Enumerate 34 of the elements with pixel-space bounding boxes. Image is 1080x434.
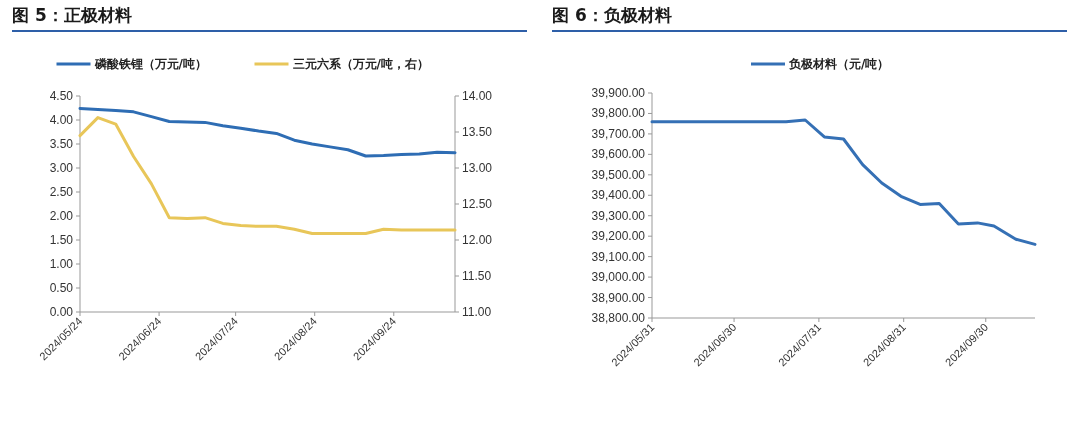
y2-tick-label: 11.00 — [462, 305, 492, 319]
legend-label: 磷酸铁锂（万元/吨） — [93, 57, 207, 71]
y-tick-label: 39,400.00 — [591, 188, 646, 203]
y2-tick-label: 12.50 — [462, 197, 493, 211]
chart-title: 图 6：负极材料 — [552, 4, 1067, 32]
legend-label: 三元六系（万元/吨，右） — [292, 57, 429, 71]
y-tick-label: 4.50 — [49, 89, 74, 103]
y-tick-label: 38,900.00 — [591, 290, 646, 305]
y-tick-label: 1.50 — [49, 233, 74, 247]
y-tick-label: 4.00 — [49, 113, 74, 127]
y-tick-label: 39,800.00 — [591, 106, 646, 121]
y-tick-label: 2.50 — [49, 185, 74, 199]
y-tick-label: 39,500.00 — [591, 167, 646, 182]
y2-tick-label: 13.00 — [462, 161, 493, 175]
y-tick-label: 39,600.00 — [591, 147, 646, 162]
y-tick-label: 38,800.00 — [591, 311, 646, 325]
y2-tick-label: 12.00 — [462, 233, 493, 247]
y-tick-label: 2.00 — [49, 209, 74, 223]
y2-tick-label: 11.50 — [462, 269, 492, 283]
y-tick-label: 0.00 — [49, 305, 74, 319]
y2-tick-label: 13.50 — [462, 125, 493, 139]
y-tick-label: 39,100.00 — [591, 249, 646, 264]
y-tick-label: 39,300.00 — [591, 208, 646, 223]
y-tick-label: 39,700.00 — [591, 126, 646, 141]
y-tick-label: 39,900.00 — [591, 86, 646, 100]
y2-tick-label: 14.00 — [462, 89, 493, 103]
y-tick-label: 0.50 — [49, 281, 74, 295]
legend-label: 负极材料（元/吨） — [788, 57, 890, 71]
chart-title: 图 5：正极材料 — [12, 4, 527, 32]
y-tick-label: 39,000.00 — [591, 270, 646, 285]
y-tick-label: 1.00 — [49, 257, 74, 271]
y-tick-label: 3.00 — [49, 161, 74, 175]
y-tick-label: 39,200.00 — [591, 229, 646, 244]
y-tick-label: 3.50 — [49, 137, 74, 151]
